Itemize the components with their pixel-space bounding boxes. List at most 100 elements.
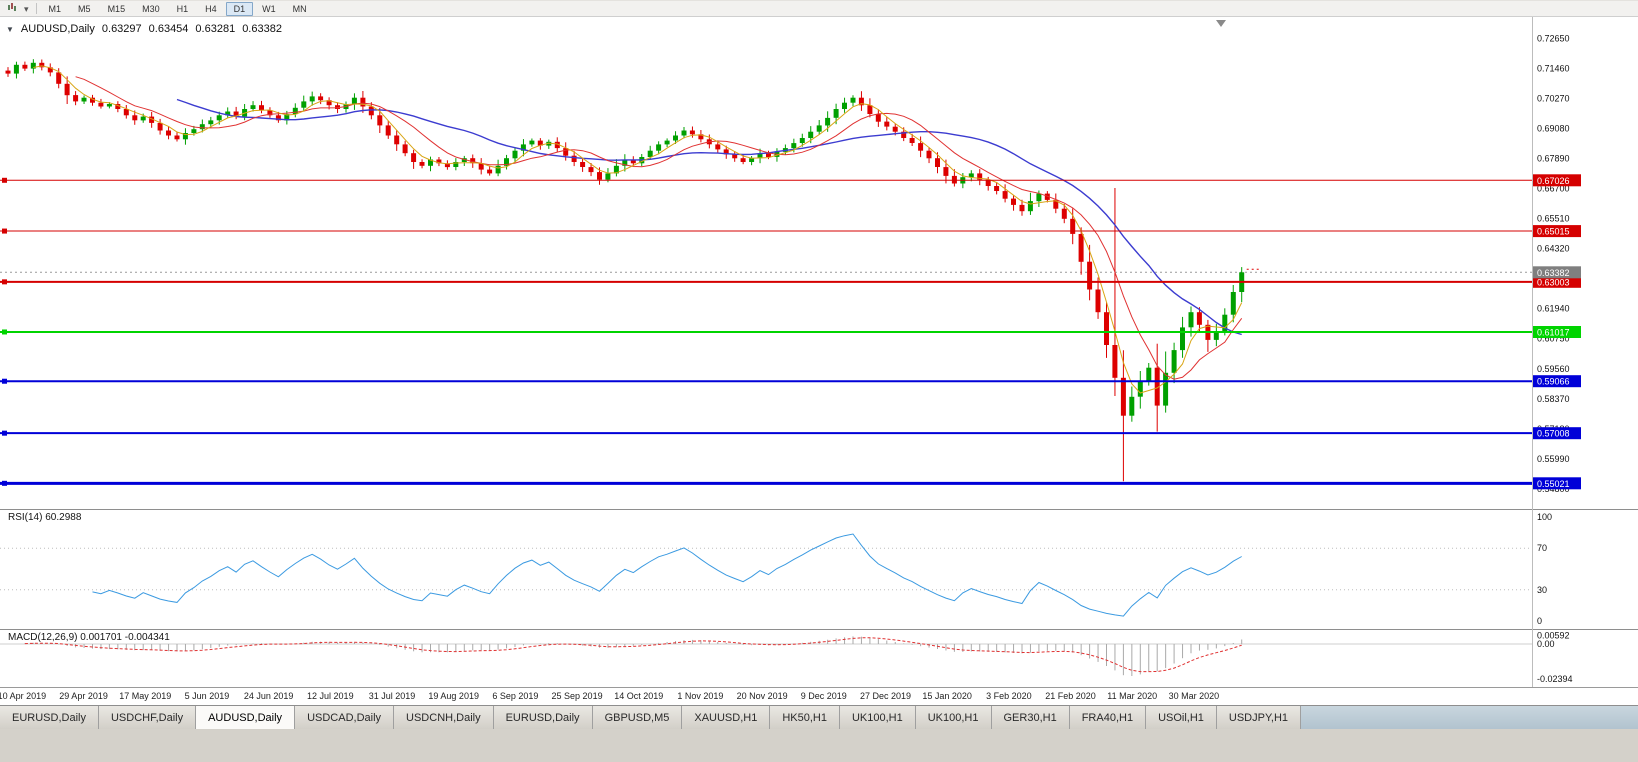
time-axis-label: 6 Sep 2019 (492, 691, 539, 701)
timeframe-toolbar: ▾ M1 M5 M15 M30 H1 H4 D1 W1 MN (0, 1, 1638, 17)
chart-tab-usoil-h1[interactable]: USOil,H1 (1146, 706, 1217, 729)
svg-text:70: 70 (1537, 543, 1547, 553)
chart-tab-xauusd-h1[interactable]: XAUUSD,H1 (682, 706, 771, 729)
svg-text:0.63382: 0.63382 (1537, 268, 1570, 278)
rsi-label: RSI(14) 60.2988 (8, 512, 82, 523)
svg-text:0.69080: 0.69080 (1537, 123, 1570, 133)
hline-price-badge (1533, 326, 1581, 338)
rsi-indicator-canvas[interactable]: 100 70 30 0 (0, 509, 1638, 629)
time-axis-label: 21 Feb 2020 (1045, 691, 1096, 701)
hline-handle (2, 228, 7, 234)
svg-text:0.55990: 0.55990 (1537, 454, 1570, 464)
time-axis-label: 24 Jun 2019 (243, 691, 294, 701)
hline-price-badge (1533, 477, 1581, 490)
time-axis-label: 29 Apr 2019 (59, 691, 108, 701)
chart-tab-audusd-daily[interactable]: AUDUSD,Daily (196, 706, 296, 729)
hline-price-badge (1533, 427, 1581, 440)
rsi-line (92, 533, 1242, 617)
chart-icon[interactable] (4, 2, 21, 16)
chart-tab-usdjpy-h1[interactable]: USDJPY,H1 (1216, 706, 1302, 729)
svg-text:0.00592: 0.00592 (1537, 630, 1570, 640)
svg-text:0.70270: 0.70270 (1537, 93, 1570, 103)
time-axis-label: 12 Jul 2019 (307, 691, 354, 701)
timeframe-button-h4[interactable]: H4 (205, 3, 217, 14)
timeframe-button-m1[interactable]: M1 (48, 3, 62, 14)
svg-text:0.57008: 0.57008 (1537, 429, 1570, 439)
svg-text:0.66700: 0.66700 (1537, 184, 1570, 194)
chart-shift-marker (1216, 20, 1226, 27)
macd-label: MACD(12,26,9) 0.001701 -0.004341 (8, 632, 170, 643)
svg-text:0.67890: 0.67890 (1537, 153, 1570, 163)
svg-text:-0.02394: -0.02394 (1537, 674, 1573, 684)
chart-tab-hk50-h1[interactable]: HK50,H1 (770, 706, 840, 729)
chart-tab-usdchf-daily[interactable]: USDCHF,Daily (98, 706, 197, 729)
time-axis-label: 15 Jan 2020 (922, 691, 972, 701)
hline-price-badge (1533, 225, 1581, 238)
time-axis[interactable]: 10 Apr 2019 29 Apr 2019 17 May 2019 5 Jun 2… (0, 687, 1638, 705)
chart-tabs-bar: EURUSD,Daily USDCHF,Daily AUDUSD,Daily USDC… (0, 705, 1638, 729)
svg-text:0.64320: 0.64320 (1537, 244, 1570, 254)
chart-tab-eurusd-daily[interactable]: EURUSD,Daily (493, 706, 593, 729)
symbol-label: AUDUSD,Daily (20, 23, 95, 35)
chart-tab-ger30-h1[interactable]: GER30,H1 (991, 706, 1070, 729)
ma-fast-line (33, 65, 1243, 394)
svg-text:0: 0 (1537, 616, 1542, 626)
timeframe-button-h1[interactable]: H1 (176, 3, 189, 14)
time-axis-label: 20 Nov 2019 (736, 691, 788, 701)
timeframe-button-w1[interactable]: W1 (262, 3, 276, 14)
chart-tab-gbpusd-m5[interactable]: GBPUSD,M5 (592, 706, 683, 729)
svg-text:0.58370: 0.58370 (1537, 394, 1570, 404)
svg-text:0.59066: 0.59066 (1537, 377, 1570, 387)
hline-price-badge (1533, 174, 1581, 187)
time-axis-label: 11 Mar 2020 (1107, 691, 1158, 701)
time-axis-label: 1 Nov 2019 (677, 691, 724, 701)
time-axis-label: 10 Apr 2019 (0, 691, 47, 701)
hline-handle (2, 329, 7, 335)
toolbar-separator (35, 3, 37, 14)
ohlc-high: 0.63454 (148, 23, 189, 35)
time-axis-label: 14 Oct 2019 (614, 691, 664, 701)
timeframe-button-mn[interactable]: MN (292, 3, 307, 14)
ohlc-low: 0.63281 (195, 23, 236, 35)
macd-histogram (24, 636, 1243, 676)
svg-text:0.61940: 0.61940 (1537, 304, 1570, 314)
svg-text:0.59560: 0.59560 (1537, 364, 1570, 374)
one-click-trading-arrow[interactable]: ▼ (6, 24, 14, 34)
current-price-badge (1533, 266, 1581, 279)
chart-tab-uk100-h1[interactable]: UK100,H1 (839, 706, 916, 729)
timeframe-button-m5[interactable]: M5 (78, 3, 91, 14)
hline-handle (2, 279, 7, 285)
chart-tab-usdcad-daily[interactable]: USDCAD,Daily (295, 706, 395, 729)
chart-tab-usdcnh-daily[interactable]: USDCNH,Daily (394, 706, 494, 729)
time-axis-label: 19 Aug 2019 (428, 691, 479, 701)
svg-text:0.61017: 0.61017 (1537, 327, 1570, 337)
hline-handle (2, 378, 7, 384)
time-axis-label: 9 Dec 2019 (800, 691, 847, 701)
hline-price-badge (1533, 275, 1581, 288)
svg-text:0.72650: 0.72650 (1537, 33, 1570, 43)
svg-text:0.65510: 0.65510 (1537, 214, 1570, 224)
dropdown-caret-icon[interactable]: ▾ (24, 3, 29, 14)
timeframe-button-m30[interactable]: M30 (142, 3, 160, 14)
ma-mid-line (75, 76, 1243, 380)
ohlc-open: 0.63297 (101, 23, 142, 35)
hline-handle (2, 480, 7, 486)
tab-bar-filler (1301, 706, 1638, 729)
hline-price-badge (1533, 375, 1581, 388)
time-axis-label: 27 Dec 2019 (859, 691, 911, 701)
svg-text:100: 100 (1537, 512, 1552, 522)
svg-text:0.65015: 0.65015 (1537, 227, 1570, 237)
chart-tab-eurusd-daily[interactable]: EURUSD,Daily (0, 706, 99, 729)
price-chart-canvas[interactable]: 0.72650 0.71460 0.70270 0.69080 0.67890 0.667… (0, 17, 1638, 509)
timeframe-button-d1[interactable]: D1 (225, 1, 254, 16)
svg-text:0.63003: 0.63003 (1537, 277, 1570, 287)
timeframe-button-m15[interactable]: M15 (107, 3, 126, 14)
chart-tab-fra40-h1[interactable]: FRA40,H1 (1069, 706, 1147, 729)
svg-text:0.55021: 0.55021 (1537, 479, 1570, 489)
chart-area[interactable]: 0.72650 0.71460 0.70270 0.69080 0.67890 0.667… (0, 17, 1638, 705)
chart-tab-uk100-h1[interactable]: UK100,H1 (915, 706, 992, 729)
svg-text:0.60750: 0.60750 (1537, 334, 1570, 344)
hline-handle (2, 430, 7, 436)
